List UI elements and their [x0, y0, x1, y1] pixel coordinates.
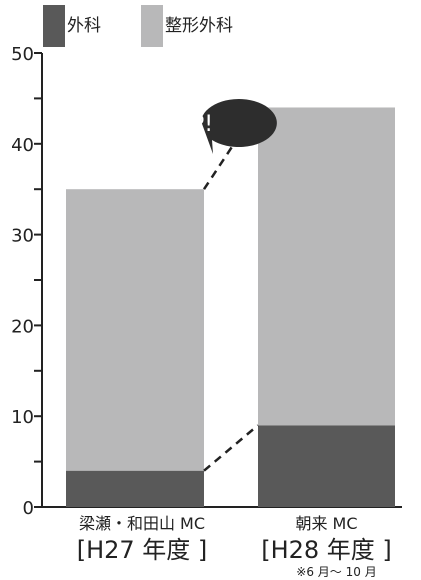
- callout-bubble: [201, 99, 277, 154]
- legend-label-orthopedics: 整形外科: [165, 16, 233, 36]
- y-tick-label: 30: [11, 226, 34, 247]
- bar-segment-orthopedics: [66, 189, 204, 471]
- y-tick-label: 10: [11, 407, 34, 428]
- callout-text: UP!: [175, 112, 213, 137]
- category-period: [H27 年度 ]: [77, 536, 208, 564]
- connector-line: [202, 106, 260, 190]
- y-tick-label: 0: [23, 498, 34, 519]
- bar-segment-orthopedics: [258, 107, 395, 426]
- legend: 外科 整形外科: [43, 5, 273, 47]
- bar-segment-surgery: [258, 425, 395, 507]
- y-tick-label: 50: [11, 44, 34, 65]
- connector-line: [203, 424, 259, 472]
- y-tick-label: 40: [11, 135, 34, 156]
- category-period: [H28 年度 ]: [261, 536, 392, 564]
- category-label: 朝来 MC: [295, 514, 357, 533]
- legend-swatch-surgery: [43, 5, 65, 47]
- legend-label-surgery: 外科: [67, 16, 101, 36]
- y-tick-label: 20: [11, 316, 34, 337]
- legend-swatch-orthopedics: [141, 5, 163, 47]
- bar-segment-surgery: [66, 470, 204, 507]
- category-note: ※6 月〜 10 月: [296, 565, 376, 579]
- category-label: 梁瀬・和田山 MC: [79, 514, 205, 533]
